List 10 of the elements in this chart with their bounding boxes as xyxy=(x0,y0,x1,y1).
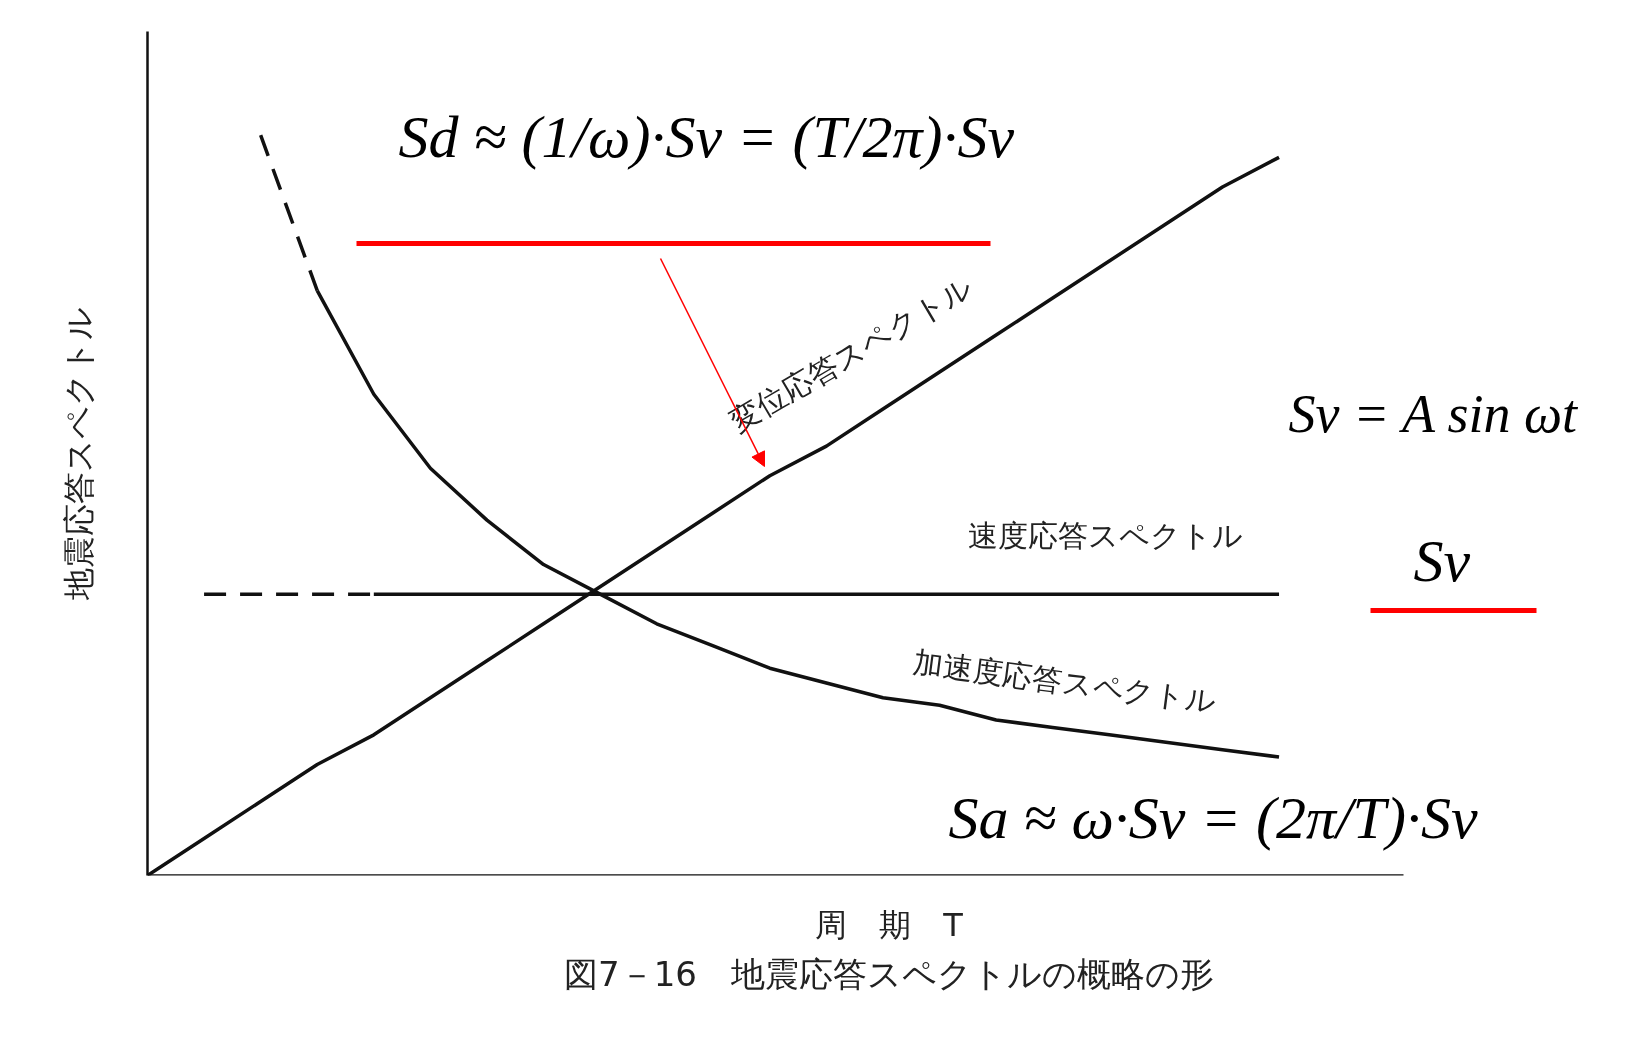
text: Sv xyxy=(1413,527,1471,594)
annotation: Sd ≈ (1/ω)·Sv = (T/2π)·Sv xyxy=(398,103,1015,170)
y-axis-title: 地震応答スペクトル xyxy=(59,307,98,601)
text: 加速度応答スペクトル xyxy=(911,644,1219,719)
text: 変位応答スペクトル xyxy=(723,268,979,439)
annotation: Sa ≈ ω·Sv = (2π/T)·Sv xyxy=(948,784,1478,851)
annotation: Sv = A sin ωt xyxy=(1288,383,1580,444)
x-axis-title: 周 期 T xyxy=(815,905,964,944)
series-label: 速度応答スペクトル xyxy=(967,518,1243,554)
caption: 図7－16 地震応答スペクトルの概略の形 xyxy=(564,953,1214,994)
